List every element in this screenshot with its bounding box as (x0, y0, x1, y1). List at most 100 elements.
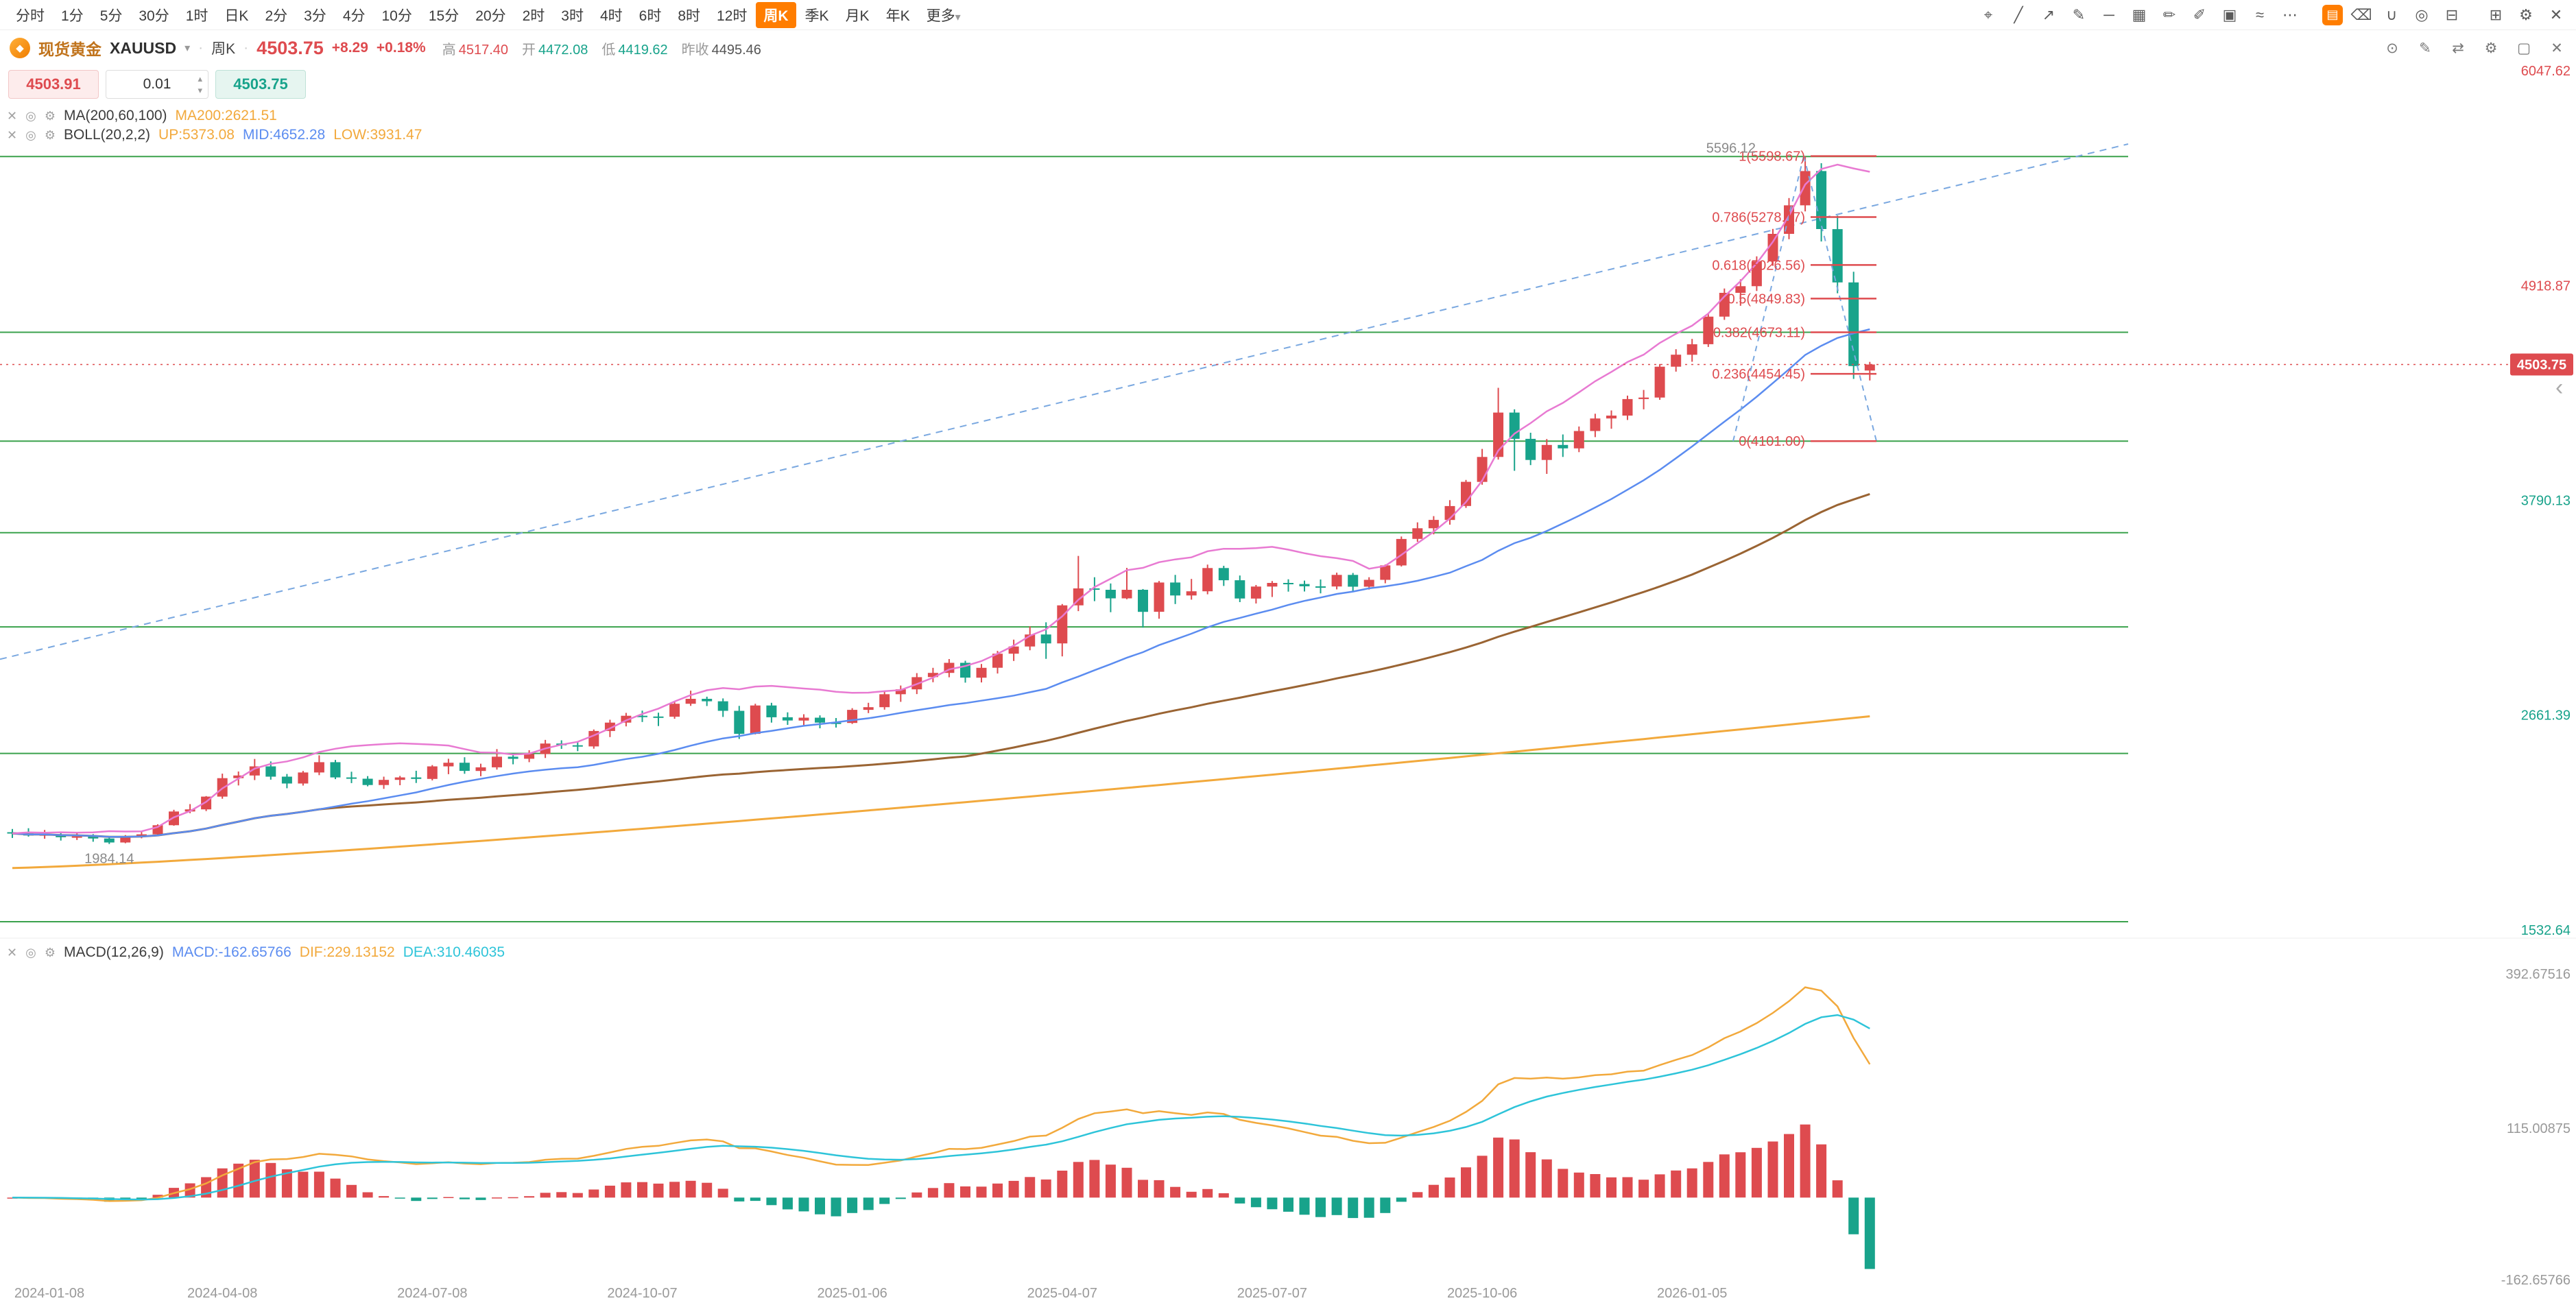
trendline-icon[interactable]: ╱ (2014, 5, 2023, 23)
timeframe-5分[interactable]: 5分 (99, 8, 123, 24)
indicator-settings-icon[interactable]: ⚙ (44, 108, 56, 123)
timeframe-15分[interactable]: 15分 (428, 8, 460, 24)
stat-开: 开 4472.08 (522, 38, 588, 58)
fib-retracement-icon[interactable]: ▦ (2132, 5, 2147, 23)
brush-icon[interactable]: ✎ (2072, 5, 2086, 23)
indicator-settings-icon[interactable]: ⚙ (44, 128, 56, 142)
promo-icon[interactable]: ▤ (2322, 4, 2343, 25)
chart-settings-icon[interactable]: ⚙ (2519, 5, 2533, 23)
timeframe-周K[interactable]: 周K (756, 1, 796, 28)
close-indicator-icon[interactable]: ✕ (7, 128, 18, 142)
time-axis-label: 2025-10-06 (1447, 1286, 1517, 1301)
stat-label: 昨收 (681, 42, 709, 58)
visibility-toggle-icon[interactable]: ◎ (25, 108, 36, 123)
visibility-icon[interactable]: ◎ (2415, 5, 2429, 23)
symbol-name: 现货黄金 (38, 40, 102, 58)
quantity-stepper[interactable]: 0.01 ▴ ▾ (106, 70, 208, 99)
image-icon[interactable]: ▣ (2222, 5, 2237, 23)
stat-value: 4419.62 (618, 42, 668, 58)
fib-level-label: 0.786(5278.17) (1712, 211, 1805, 226)
trendline-drawing[interactable] (0, 143, 2129, 660)
delete-drawings-icon[interactable]: ⊟ (2445, 5, 2459, 23)
timeframe-月K[interactable]: 月K (845, 8, 870, 24)
magnet-icon[interactable]: ∪ (2385, 5, 2398, 23)
timeframe-2时[interactable]: 2时 (522, 8, 545, 24)
macd-axis-label: 392.67516 (2505, 967, 2571, 982)
stat-label: 低 (601, 42, 616, 58)
text-note-icon[interactable]: ✐ (2193, 5, 2206, 23)
candlestick-chart-canvas[interactable]: 1(5598.67) 0.786(5278.17) 0.618(5026.56) 0.… (0, 62, 2576, 1303)
close-toolbar-icon[interactable]: ✕ (2549, 5, 2563, 23)
timeframe-3分[interactable]: 3分 (304, 8, 326, 24)
collapse-panel-icon[interactable]: ‹ (2555, 374, 2564, 401)
close-chart-icon[interactable]: ✕ (2551, 40, 2563, 56)
stepper-up-icon[interactable]: ▴ (198, 73, 202, 84)
ma60-line (12, 492, 1870, 838)
timeframe-8时[interactable]: 8时 (678, 8, 701, 24)
time-axis-label: 2024-07-08 (397, 1286, 467, 1301)
crosshair-icon[interactable]: ⌖ (1983, 5, 1993, 23)
tool-group: ⌖ ╱ ↗ ✎ ─ ▦ ✏ ✐ ▣ ≈ ⋯ (1977, 3, 2302, 27)
timeframe-季K[interactable]: 季K (804, 8, 829, 24)
symbol-code[interactable]: XAUUSD (110, 38, 177, 57)
stepper-down-icon[interactable]: ▾ (198, 85, 202, 95)
timeframe-年K[interactable]: 年K (885, 8, 910, 24)
indicator-title: MACD(12,26,9) (63, 944, 164, 960)
timeframe-30分[interactable]: 30分 (139, 8, 169, 24)
layout-icon[interactable]: ⊞ (2489, 5, 2503, 23)
timeframe-6时[interactable]: 6时 (639, 8, 662, 24)
fib-level-label: 0.382(4673.11) (1713, 326, 1805, 341)
timeframe-12时[interactable]: 12时 (717, 8, 748, 24)
timeframe-4分[interactable]: 4分 (342, 8, 366, 24)
wave-icon[interactable]: ≈ (2255, 5, 2265, 23)
quantity-value: 0.01 (143, 76, 171, 92)
symbol-logo-icon: ◆ (10, 38, 30, 58)
last-price: 4503.75 (257, 37, 324, 58)
price-axis-label: 4918.87 (2521, 278, 2571, 294)
time-axis-label: 2025-01-06 (817, 1286, 887, 1301)
sell-button[interactable]: 4503.91 (8, 70, 99, 99)
time-axis-label: 2024-10-07 (607, 1286, 677, 1301)
visibility-toggle-icon[interactable]: ◎ (25, 945, 36, 959)
indicator-settings-icon[interactable]: ⚙ (2484, 40, 2498, 56)
timeframe-2分[interactable]: 2分 (265, 8, 288, 24)
separator-dot: · (198, 40, 204, 56)
screenshot-icon[interactable]: ⊙ (2386, 40, 2398, 56)
eraser-icon[interactable]: ⌫ (2350, 5, 2372, 23)
macd-pane[interactable] (7, 986, 1875, 1269)
timeframe-10分[interactable]: 10分 (381, 8, 412, 24)
timeframe-20分[interactable]: 20分 (475, 8, 506, 24)
timeframe-1时[interactable]: 1时 (185, 8, 208, 24)
candles-layer[interactable] (7, 156, 1875, 844)
horizontal-line-icon[interactable]: ─ (2103, 5, 2114, 23)
ray-line-icon[interactable]: ↗ (2042, 5, 2055, 23)
buy-button[interactable]: 4503.75 (215, 70, 306, 99)
edit-chart-icon[interactable]: ✎ (2419, 40, 2431, 56)
timeframe-1分[interactable]: 1分 (61, 8, 84, 24)
visibility-toggle-icon[interactable]: ◎ (25, 128, 36, 142)
compare-icon[interactable]: ⇄ (2452, 40, 2464, 56)
indicator-settings-icon[interactable]: ⚙ (44, 945, 56, 959)
quick-trade-panel: 4503.91 0.01 ▴ ▾ 4503.75 (8, 70, 306, 99)
close-indicator-icon[interactable]: ✕ (7, 945, 18, 959)
fib-retracement-drawing[interactable]: 1(5598.67) 0.786(5278.17) 0.618(5026.56) 0.… (1712, 150, 1877, 450)
timeframe-3时[interactable]: 3时 (561, 8, 584, 24)
symbol-bar-actions: ⊙ ✎ ⇄ ⚙ ▢ ✕ (2383, 38, 2566, 58)
timeframe-日K[interactable]: 日K (224, 8, 249, 24)
symbol-bar: ◆ 现货黄金 XAUUSD ▾ · 周K · 4503.75 +8.29 +0.… (0, 30, 2576, 66)
price-axis: 6047.62 4918.87 3790.13 2661.39 1532.64 (2521, 64, 2571, 938)
price-axis-label: 2661.39 (2521, 708, 2571, 724)
timeframe-4时[interactable]: 4时 (599, 8, 623, 24)
period-label[interactable]: 周K (211, 41, 236, 57)
indicator-value: DEA:310.46035 (403, 944, 505, 960)
fullscreen-icon[interactable]: ▢ (2517, 40, 2531, 56)
price-change-percent: +0.18% (376, 40, 426, 56)
separator-dot: · (243, 40, 249, 56)
highlighter-icon[interactable]: ✏ (2162, 5, 2176, 23)
close-indicator-icon[interactable]: ✕ (7, 108, 18, 123)
symbol-dropdown-icon[interactable]: ▾ (184, 43, 191, 54)
timeframe-更多[interactable]: 更多▾ (926, 8, 961, 24)
more-tools-icon[interactable]: ⋯ (2282, 5, 2298, 23)
boll-upper-line (12, 163, 1870, 835)
timeframe-分时[interactable]: 分时 (16, 8, 45, 24)
